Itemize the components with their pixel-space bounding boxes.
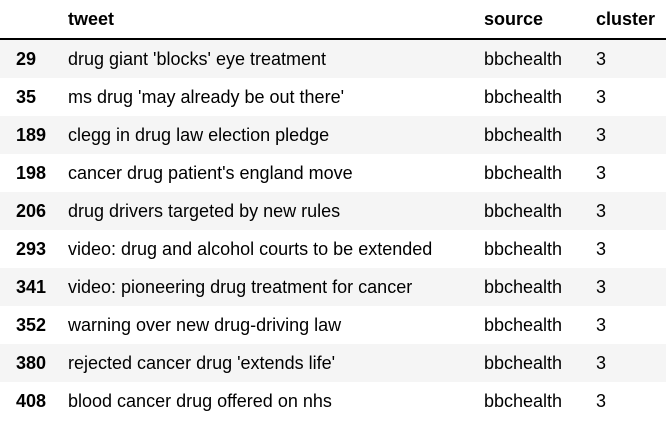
cell-tweet: video: drug and alcohol courts to be ext…: [60, 230, 476, 268]
cell-tweet: drug drivers targeted by new rules: [60, 192, 476, 230]
row-index: 29: [0, 39, 60, 78]
cell-source: bbchealth: [476, 306, 582, 344]
table-row: 380 rejected cancer drug 'extends life' …: [0, 344, 666, 382]
table-row: 189 clegg in drug law election pledge bb…: [0, 116, 666, 154]
cell-source: bbchealth: [476, 154, 582, 192]
cell-source: bbchealth: [476, 116, 582, 154]
header-index: [0, 0, 60, 40]
cell-tweet: warning over new drug-driving law: [60, 306, 476, 344]
cell-tweet: blood cancer drug offered on nhs: [60, 382, 476, 420]
table-row: 35 ms drug 'may already be out there' bb…: [0, 78, 666, 116]
cell-tweet: ms drug 'may already be out there': [60, 78, 476, 116]
header-row: tweet source cluster: [0, 0, 666, 40]
cell-cluster: 3: [582, 306, 666, 344]
row-index: 189: [0, 116, 60, 154]
cell-cluster: 3: [582, 230, 666, 268]
cell-source: bbchealth: [476, 268, 582, 306]
header-cluster: cluster: [582, 0, 666, 40]
row-index: 408: [0, 382, 60, 420]
table-row: 352 warning over new drug-driving law bb…: [0, 306, 666, 344]
table-row: 198 cancer drug patient's england move b…: [0, 154, 666, 192]
cell-source: bbchealth: [476, 382, 582, 420]
cell-source: bbchealth: [476, 78, 582, 116]
row-index: 206: [0, 192, 60, 230]
cell-cluster: 3: [582, 39, 666, 78]
cell-source: bbchealth: [476, 344, 582, 382]
table-header: tweet source cluster: [0, 0, 666, 40]
cell-cluster: 3: [582, 344, 666, 382]
row-index: 352: [0, 306, 60, 344]
table-row: 29 drug giant 'blocks' eye treatment bbc…: [0, 39, 666, 78]
table-row: 293 video: drug and alcohol courts to be…: [0, 230, 666, 268]
cell-cluster: 3: [582, 192, 666, 230]
cell-tweet: drug giant 'blocks' eye treatment: [60, 39, 476, 78]
table-body: 29 drug giant 'blocks' eye treatment bbc…: [0, 39, 666, 420]
row-index: 341: [0, 268, 60, 306]
cell-tweet: clegg in drug law election pledge: [60, 116, 476, 154]
table-row: 341 video: pioneering drug treatment for…: [0, 268, 666, 306]
cell-cluster: 3: [582, 116, 666, 154]
cell-source: bbchealth: [476, 192, 582, 230]
cell-source: bbchealth: [476, 230, 582, 268]
cell-cluster: 3: [582, 154, 666, 192]
table-row: 408 blood cancer drug offered on nhs bbc…: [0, 382, 666, 420]
row-index: 293: [0, 230, 60, 268]
cell-source: bbchealth: [476, 39, 582, 78]
row-index: 380: [0, 344, 60, 382]
table-row: 206 drug drivers targeted by new rules b…: [0, 192, 666, 230]
cell-tweet: cancer drug patient's england move: [60, 154, 476, 192]
header-source: source: [476, 0, 582, 40]
row-index: 35: [0, 78, 60, 116]
cell-cluster: 3: [582, 78, 666, 116]
row-index: 198: [0, 154, 60, 192]
header-tweet: tweet: [60, 0, 476, 40]
cell-tweet: rejected cancer drug 'extends life': [60, 344, 476, 382]
cell-cluster: 3: [582, 268, 666, 306]
cell-cluster: 3: [582, 382, 666, 420]
cell-tweet: video: pioneering drug treatment for can…: [60, 268, 476, 306]
